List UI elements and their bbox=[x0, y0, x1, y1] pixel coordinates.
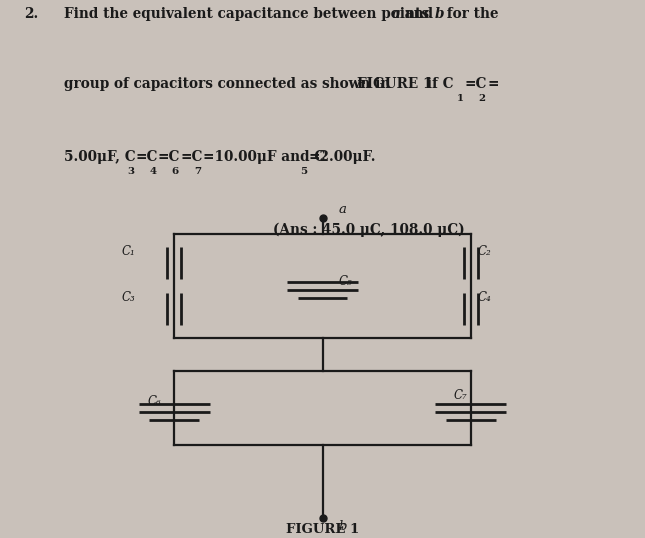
Text: C₃: C₃ bbox=[122, 291, 135, 304]
Text: if C: if C bbox=[422, 77, 453, 91]
Text: FIGURE 1: FIGURE 1 bbox=[357, 77, 433, 91]
Text: 2: 2 bbox=[479, 95, 486, 103]
Text: =: = bbox=[487, 77, 499, 91]
Text: C₂: C₂ bbox=[477, 245, 491, 258]
Text: =C: =C bbox=[158, 150, 180, 164]
Text: =10.00μF and C: =10.00μF and C bbox=[203, 150, 325, 164]
Text: a: a bbox=[392, 8, 401, 22]
Text: 5: 5 bbox=[300, 167, 307, 176]
Text: C₁: C₁ bbox=[122, 245, 135, 258]
Text: a: a bbox=[339, 203, 346, 216]
Text: b: b bbox=[339, 520, 347, 533]
Text: 2.: 2. bbox=[25, 8, 39, 22]
Text: group of capacitors connected as shown in: group of capacitors connected as shown i… bbox=[64, 77, 395, 91]
Text: 6: 6 bbox=[172, 167, 179, 176]
Text: =C: =C bbox=[465, 77, 487, 91]
Text: 7: 7 bbox=[194, 167, 201, 176]
Text: 1: 1 bbox=[457, 95, 463, 103]
Text: 3: 3 bbox=[127, 167, 134, 176]
Text: =C: =C bbox=[180, 150, 203, 164]
Text: b: b bbox=[435, 8, 444, 22]
Text: 4: 4 bbox=[150, 167, 157, 176]
Text: =2.00μF.: =2.00μF. bbox=[308, 150, 376, 164]
Text: C₅: C₅ bbox=[339, 275, 352, 288]
Text: 5.00μF, C: 5.00μF, C bbox=[64, 150, 136, 164]
Text: and: and bbox=[400, 8, 437, 22]
Text: C₆: C₆ bbox=[148, 395, 161, 408]
Text: FIGURE 1: FIGURE 1 bbox=[286, 523, 359, 536]
Text: (Ans : 45.0 μC, 108.0 μC): (Ans : 45.0 μC, 108.0 μC) bbox=[273, 223, 464, 237]
Text: =C: =C bbox=[135, 150, 158, 164]
Text: C₇: C₇ bbox=[454, 389, 468, 402]
Text: for the: for the bbox=[442, 8, 499, 22]
Text: Find the equivalent capacitance between points: Find the equivalent capacitance between … bbox=[64, 8, 434, 22]
Text: C₄: C₄ bbox=[477, 291, 491, 304]
